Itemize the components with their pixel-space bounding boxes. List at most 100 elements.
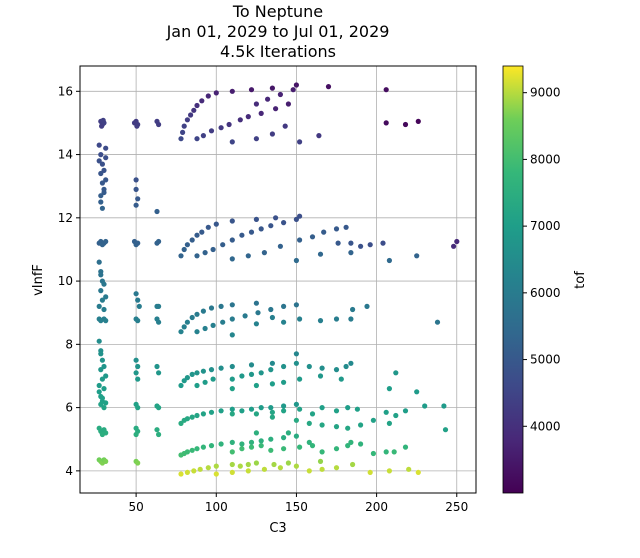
scatter-point — [103, 318, 109, 324]
scatter-point — [99, 395, 105, 401]
scatter-point — [253, 411, 259, 417]
x-tick-label: 50 — [128, 500, 143, 514]
scatter-point — [229, 461, 235, 468]
scatter-point — [406, 466, 412, 472]
colorbar-label: tof — [573, 271, 588, 289]
scatter-point — [101, 306, 107, 313]
scatter-point — [96, 158, 102, 164]
scatter-point — [239, 373, 245, 379]
scatter-point — [317, 318, 324, 324]
scatter-point — [239, 441, 245, 447]
plot-frame — [79, 65, 477, 494]
scatter-point — [297, 316, 303, 322]
scatter-point — [229, 449, 235, 455]
scatter-point — [200, 444, 206, 450]
scatter-point — [98, 288, 104, 294]
scatter-point — [422, 403, 428, 409]
scatter-point — [194, 253, 200, 259]
scatter-point — [103, 458, 109, 464]
scatter-point — [184, 319, 190, 325]
chart-title-line-3: 4.5k Iterations — [220, 42, 336, 61]
x-tick-label: 200 — [365, 500, 388, 514]
scatter-point — [229, 406, 235, 412]
scatter-point — [99, 161, 105, 167]
scatter-point — [218, 365, 224, 371]
scatter-point — [220, 319, 226, 325]
scatter-point — [343, 363, 349, 370]
scatter-point — [386, 386, 392, 392]
scatter-point — [133, 370, 139, 376]
scatter-point — [229, 218, 235, 224]
scatter-point — [205, 465, 211, 471]
scatter-point — [134, 123, 140, 129]
scatter-point — [242, 313, 248, 319]
scatter-point — [281, 319, 287, 325]
scatter-point — [386, 468, 392, 474]
scatter-point — [229, 237, 235, 243]
scatter-point — [133, 186, 139, 192]
scatter-point — [273, 106, 279, 112]
colorbar-tick-label: 6000 — [530, 286, 561, 300]
scatter-point — [297, 444, 303, 450]
scatter-point — [229, 386, 235, 392]
scatter-point — [297, 213, 303, 219]
scatter-point — [133, 291, 139, 297]
scatter-point — [202, 325, 208, 332]
scatter-point — [383, 449, 389, 455]
scatter-point — [306, 420, 312, 426]
scatter-point — [258, 370, 264, 376]
scatter-point — [101, 405, 107, 411]
scatter-point — [180, 129, 186, 135]
scatter-point — [210, 246, 216, 253]
scatter-point — [333, 226, 340, 232]
scatter-point — [194, 370, 200, 376]
scatter-point — [202, 379, 208, 385]
scatter-point — [258, 226, 264, 232]
scatter-point — [226, 121, 232, 128]
scatter-point — [333, 316, 340, 322]
scatter-point — [100, 117, 106, 123]
scatter-point — [208, 305, 215, 311]
scatter-point — [181, 324, 187, 330]
scatter-point — [333, 465, 340, 471]
scatter-point — [213, 221, 219, 227]
scatter-point — [133, 431, 139, 438]
scatter-point — [358, 422, 364, 428]
scatter-point — [297, 139, 303, 145]
scatter-point — [133, 357, 139, 363]
scatter-point — [282, 123, 288, 129]
colorbar-tick-label: 5000 — [530, 353, 561, 367]
scatter-point — [184, 117, 190, 123]
scatter-point — [306, 363, 312, 370]
scatter-point — [354, 406, 360, 412]
scatter-point — [96, 389, 102, 395]
scatter-point — [135, 376, 141, 382]
scatter-point — [245, 253, 251, 259]
scatter-point — [184, 449, 190, 455]
scatter-point — [358, 243, 364, 249]
colorbar-gradient — [502, 65, 524, 494]
colorbar-tick-label: 7000 — [530, 219, 561, 233]
scatter-point — [293, 417, 299, 423]
scatter-point — [293, 82, 299, 88]
scatter-point — [194, 412, 200, 419]
scatter-point — [178, 420, 184, 426]
scatter-point — [271, 461, 277, 468]
scatter-point — [194, 382, 200, 389]
scatter-point — [218, 303, 224, 309]
scatter-point — [103, 400, 109, 406]
scatter-point — [200, 308, 206, 314]
scatter-point — [220, 242, 226, 248]
scatter-point — [350, 306, 356, 313]
scatter-point — [156, 319, 162, 325]
scatter-point — [293, 360, 299, 366]
scatter-point — [98, 351, 104, 357]
scatter-point — [269, 314, 275, 321]
scatter-point — [316, 133, 322, 139]
scatter-point — [200, 411, 206, 417]
plot-background — [80, 66, 476, 493]
scatter-point — [136, 303, 142, 309]
scatter-point — [293, 463, 299, 469]
